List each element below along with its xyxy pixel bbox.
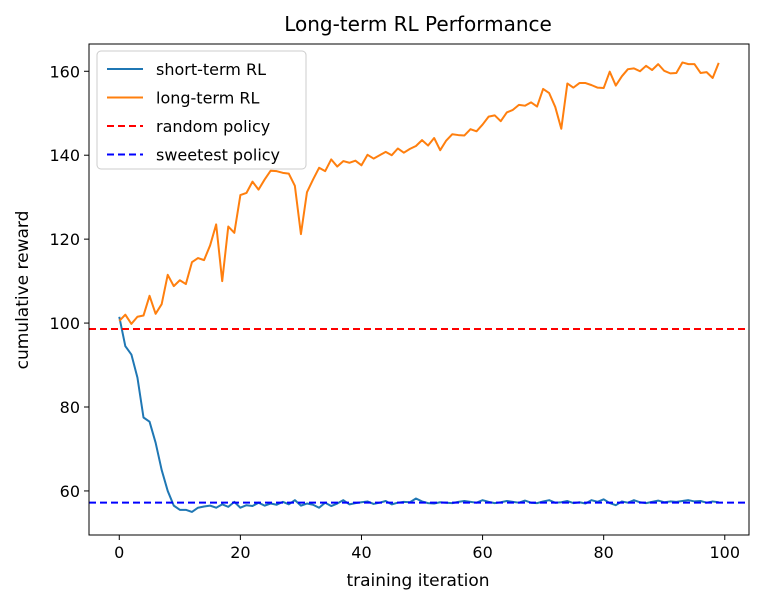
y-tick-label: 80 xyxy=(60,398,80,417)
y-axis: 60 80 100 120 140 160 xyxy=(49,62,89,501)
x-tick-label: 80 xyxy=(593,543,613,562)
x-tick-label: 20 xyxy=(230,543,250,562)
y-axis-label: cumulative reward xyxy=(13,211,33,370)
x-axis-label: training iteration xyxy=(346,571,489,591)
x-axis: 0 20 40 60 80 100 xyxy=(114,535,740,562)
x-tick-label: 100 xyxy=(710,543,741,562)
legend-label: sweetest policy xyxy=(156,146,280,165)
y-tick-label: 60 xyxy=(60,482,80,501)
chart-title: Long-term RL Performance xyxy=(284,12,552,36)
plot-frame xyxy=(88,43,750,536)
legend-label: short-term RL xyxy=(156,60,266,79)
x-tick-label: 60 xyxy=(472,543,492,562)
series-line-long-term-RL xyxy=(118,61,720,325)
legend-label: random policy xyxy=(156,117,270,136)
x-tick-label: 0 xyxy=(114,543,124,562)
y-tick-label: 120 xyxy=(49,230,80,249)
y-tick-label: 160 xyxy=(49,62,80,81)
legend-label: long-term RL xyxy=(156,89,260,108)
legend: short-term RL long-term RL random policy sw… xyxy=(96,50,307,170)
y-tick-label: 100 xyxy=(49,314,80,333)
x-tick-label: 40 xyxy=(351,543,371,562)
series-line-short-term-RL xyxy=(118,316,719,513)
y-tick-label: 140 xyxy=(49,146,80,165)
legend-box xyxy=(96,50,307,170)
